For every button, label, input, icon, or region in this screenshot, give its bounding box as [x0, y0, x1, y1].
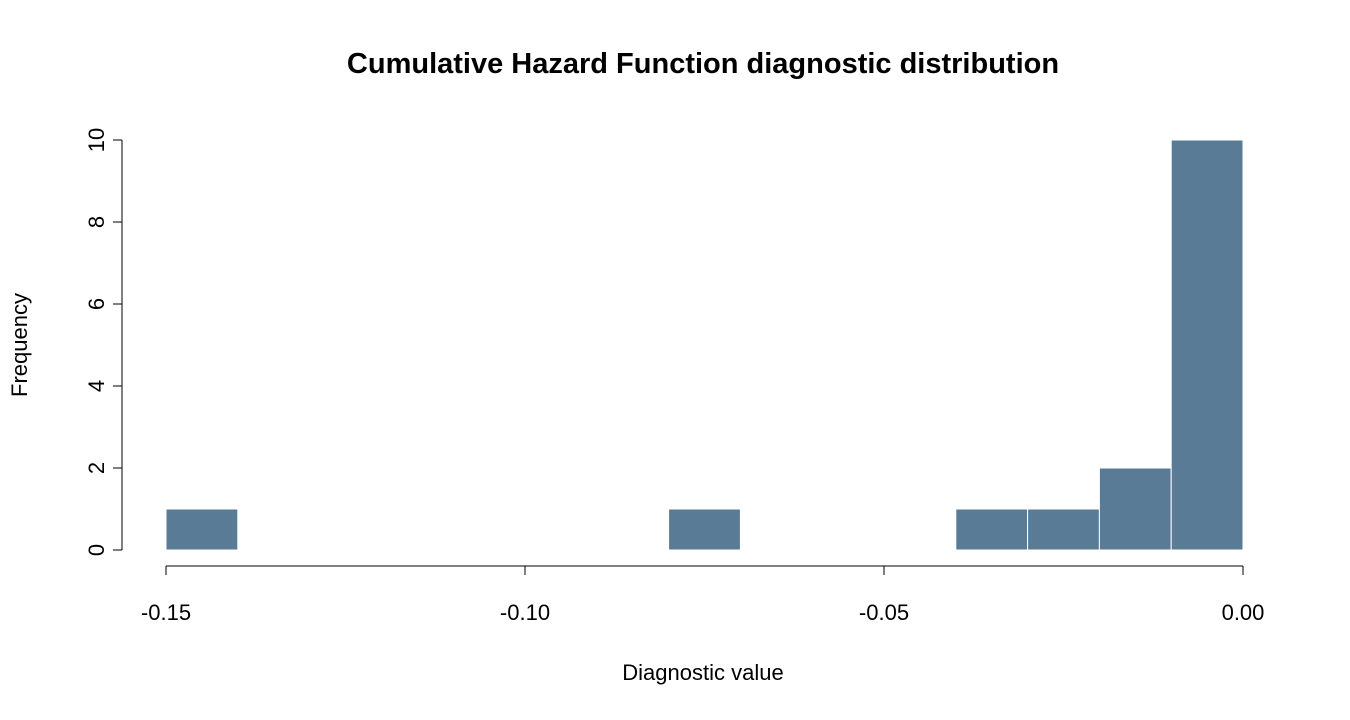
x-axis-label: Diagnostic value	[622, 660, 783, 685]
y-tick-label: 0	[84, 544, 109, 556]
y-tick-label: 10	[84, 128, 109, 152]
x-axis: -0.15 -0.10 -0.05 0.00	[141, 565, 1265, 625]
x-tick-label: 0.00	[1222, 600, 1265, 625]
x-tick-label: -0.15	[141, 600, 191, 625]
x-tick-label: -0.10	[500, 600, 550, 625]
y-tick-label: 4	[84, 380, 109, 392]
y-tick-label: 6	[84, 298, 109, 310]
histogram-bar	[668, 508, 741, 551]
y-tick-label: 8	[84, 216, 109, 228]
x-tick-label: -0.05	[859, 600, 909, 625]
histogram-bar	[955, 508, 1029, 551]
histogram-bar	[165, 508, 239, 551]
histogram-bar	[1098, 467, 1172, 551]
histogram-bar	[1027, 508, 1100, 551]
y-tick-label: 2	[84, 462, 109, 474]
chart-title: Cumulative Hazard Function diagnostic di…	[347, 48, 1059, 80]
y-axis: 0 2 4 6 8 10	[84, 128, 123, 556]
histogram-bar	[1170, 139, 1244, 551]
histogram-bars	[165, 139, 1244, 551]
y-axis-label: Frequency	[7, 293, 32, 397]
